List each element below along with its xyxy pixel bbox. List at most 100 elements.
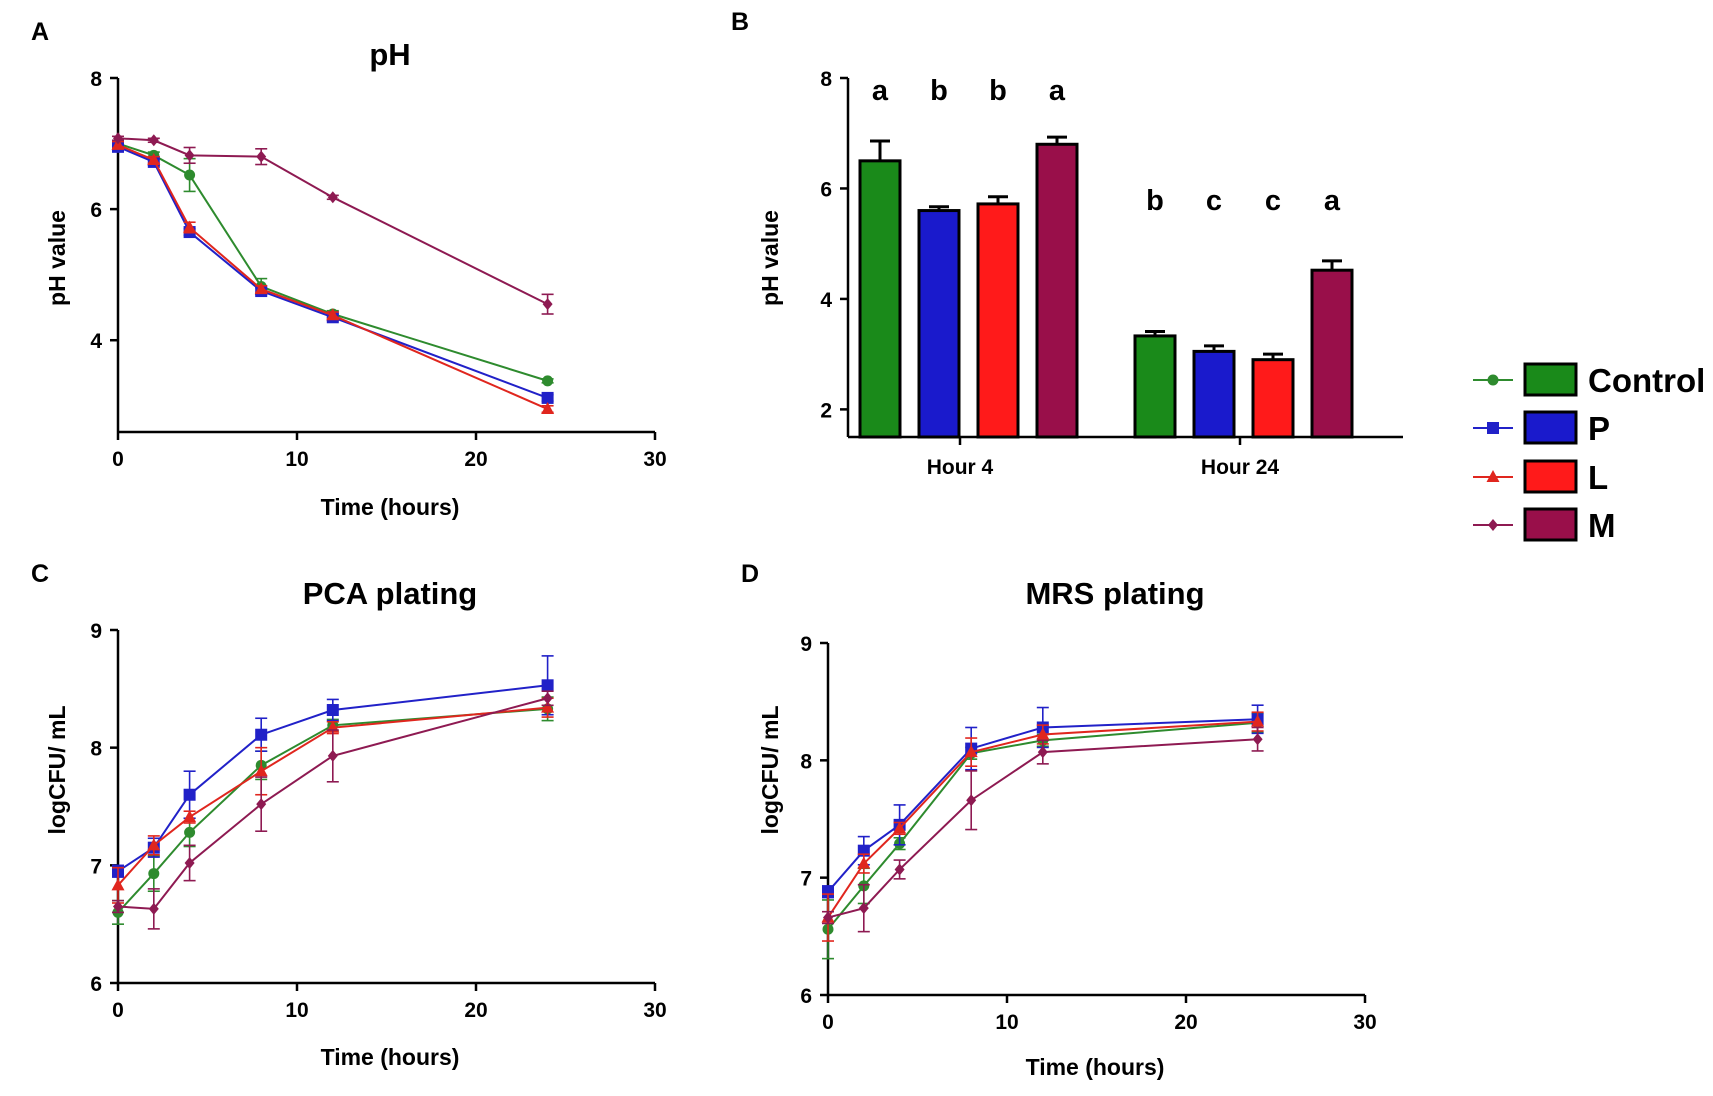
y-tick-label: 7	[90, 855, 102, 878]
x-tick-label: 20	[464, 999, 487, 1022]
chart-title: PCA plating	[303, 576, 478, 611]
y-tick-label: 4	[820, 289, 832, 312]
x-axis-label: Time (hours)	[321, 1044, 460, 1070]
data-point	[541, 700, 555, 713]
x-tick-label: 0	[112, 999, 124, 1022]
x-tick-label: 20	[1174, 1011, 1197, 1034]
legend-color-box	[1523, 507, 1578, 542]
significance-letter: a	[1049, 75, 1066, 107]
legend-color-box	[1523, 459, 1578, 494]
y-tick-label: 6	[90, 199, 102, 222]
legend-label: M	[1588, 507, 1616, 544]
data-point	[542, 375, 554, 387]
data-point	[326, 308, 340, 321]
y-tick-label: 8	[800, 750, 812, 773]
y-tick-label: 4	[90, 330, 102, 353]
y-axis-label: pH value	[757, 210, 783, 306]
data-point	[541, 391, 554, 404]
legend-label: L	[1588, 459, 1608, 496]
chart-panel-d: D MRS plating logCFU/ mL Time (hours) 6 7 8 9 0 1…	[741, 560, 1377, 1080]
x-tick-label: 20	[464, 448, 487, 471]
chart-title: pH	[369, 37, 410, 72]
bar	[1133, 334, 1177, 439]
legend-marker	[1488, 519, 1498, 531]
panel-label: B	[731, 8, 749, 36]
legend-marker	[1486, 470, 1500, 482]
legend-label: Control	[1588, 362, 1705, 399]
data-point	[113, 132, 123, 145]
series-m	[112, 132, 554, 315]
data-point	[148, 134, 159, 147]
x-tick-label: 30	[643, 999, 666, 1022]
data-point	[111, 878, 125, 891]
data-point	[113, 900, 123, 913]
bar	[917, 209, 961, 439]
significance-letter: a	[872, 75, 889, 107]
significance-letter: c	[1206, 185, 1222, 217]
bar	[858, 159, 902, 439]
series-line	[827, 738, 1258, 919]
data-point	[183, 788, 196, 801]
legend-color-box	[1523, 410, 1578, 445]
data-point	[256, 150, 267, 163]
series-line	[827, 718, 1258, 893]
significance-letter: b	[1146, 185, 1164, 217]
x-tick-label: 10	[995, 1011, 1018, 1034]
panel-label: D	[741, 560, 759, 588]
category-label: Hour 24	[1201, 456, 1280, 479]
series-p	[112, 140, 554, 404]
series-line	[827, 721, 1258, 930]
data-point	[326, 704, 339, 717]
series-line	[117, 706, 548, 887]
series-line	[117, 697, 548, 910]
data-point	[1037, 746, 1048, 759]
data-point	[147, 152, 161, 165]
data-point	[183, 220, 197, 233]
data-point	[1252, 733, 1263, 746]
data-point	[894, 863, 905, 876]
data-point	[184, 826, 196, 838]
data-point	[184, 169, 196, 181]
panel-label: A	[31, 18, 49, 46]
series-p: bc	[917, 75, 1236, 439]
y-tick-label: 9	[90, 620, 102, 643]
y-axis-label: logCFU/ mL	[44, 705, 70, 834]
data-point	[964, 745, 978, 758]
data-point	[256, 798, 267, 811]
series-line	[117, 142, 548, 382]
y-tick-label: 8	[820, 68, 832, 91]
legend-marker	[1487, 374, 1499, 386]
significance-letter: b	[989, 75, 1007, 107]
data-point	[542, 692, 553, 705]
y-tick-label: 2	[820, 399, 832, 422]
series-control: ab	[858, 75, 1177, 439]
y-axis-label: pH value	[44, 210, 70, 306]
data-point	[966, 794, 977, 807]
y-axis-label: logCFU/ mL	[757, 705, 783, 834]
series-line	[117, 143, 548, 410]
legend-label: P	[1588, 410, 1610, 447]
y-tick-label: 6	[800, 985, 812, 1008]
series-l	[111, 137, 555, 415]
data-point	[184, 149, 195, 162]
series-m: aa	[1035, 75, 1354, 439]
x-tick-label: 30	[1353, 1011, 1376, 1034]
significance-letter: a	[1324, 185, 1341, 217]
legend-entry-m: M	[1473, 507, 1616, 544]
panel-label: C	[31, 560, 49, 588]
series-l	[111, 697, 555, 904]
y-tick-label: 9	[800, 633, 812, 656]
significance-letter: c	[1265, 185, 1281, 217]
chart-panel-c: C PCA plating logCFU/ mL Time (hours) 6 7 8 9 0 1…	[31, 560, 667, 1070]
series-control	[112, 138, 554, 387]
y-tick-label: 8	[90, 68, 102, 91]
data-point	[148, 868, 160, 880]
bar	[1035, 142, 1079, 439]
chart-panel-a: ApH pH value Time (hours) 4 6 8 0 10 20 30	[31, 18, 667, 520]
data-point	[184, 856, 195, 869]
bar	[1192, 349, 1236, 439]
legend-color-box	[1523, 362, 1578, 397]
data-point	[183, 810, 197, 823]
